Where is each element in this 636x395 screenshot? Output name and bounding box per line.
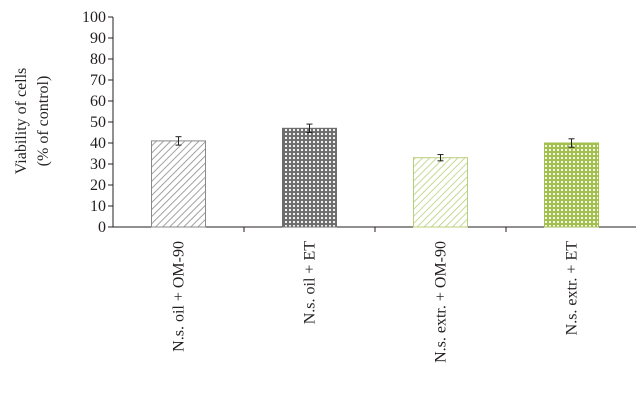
- x-tick-label: N.s. oil + ET: [302, 241, 319, 324]
- y-tick-label: 30: [90, 156, 106, 173]
- y-tick-label: 60: [90, 93, 106, 110]
- y-tick-label: 40: [90, 135, 106, 152]
- x-axis-tick-labels: N.s. oil + OM-90 N.s. oil + ET N.s. extr. …: [171, 241, 581, 363]
- y-tick-label: 10: [90, 198, 106, 215]
- error-bar: [306, 123, 313, 133]
- error-bars: [175, 123, 575, 162]
- y-tick-label: 90: [90, 30, 106, 47]
- error-bar: [568, 138, 575, 148]
- y-tick-label: 50: [90, 114, 106, 131]
- y-tick-label: 100: [82, 9, 106, 26]
- bar: [282, 127, 337, 228]
- y-axis-label-line-2: (% of control): [35, 76, 52, 167]
- y-tick-label: 70: [90, 72, 106, 89]
- error-bar: [437, 154, 444, 162]
- y-tick-label: 80: [90, 51, 106, 68]
- bar: [544, 142, 599, 228]
- error-bar: [175, 136, 182, 146]
- x-tick-label: N.s. extr. + ET: [564, 241, 581, 336]
- bar: [151, 140, 206, 228]
- y-tick-label: 0: [98, 219, 106, 236]
- y-axis-label: Viability of cells (% of control): [13, 68, 52, 175]
- x-tick-label: N.s. oil + OM-90: [171, 241, 188, 352]
- x-tick-label: N.s. extr. + OM-90: [433, 241, 450, 363]
- y-tick-label: 20: [90, 177, 106, 194]
- x-axis-ticks: [243, 227, 507, 232]
- bar: [413, 157, 468, 228]
- bars: [151, 127, 599, 228]
- y-axis-label-line-1: Viability of cells: [13, 68, 30, 175]
- y-axis-ticks: 0 10 20 30 40 50 60 70 80 90 100: [82, 9, 113, 236]
